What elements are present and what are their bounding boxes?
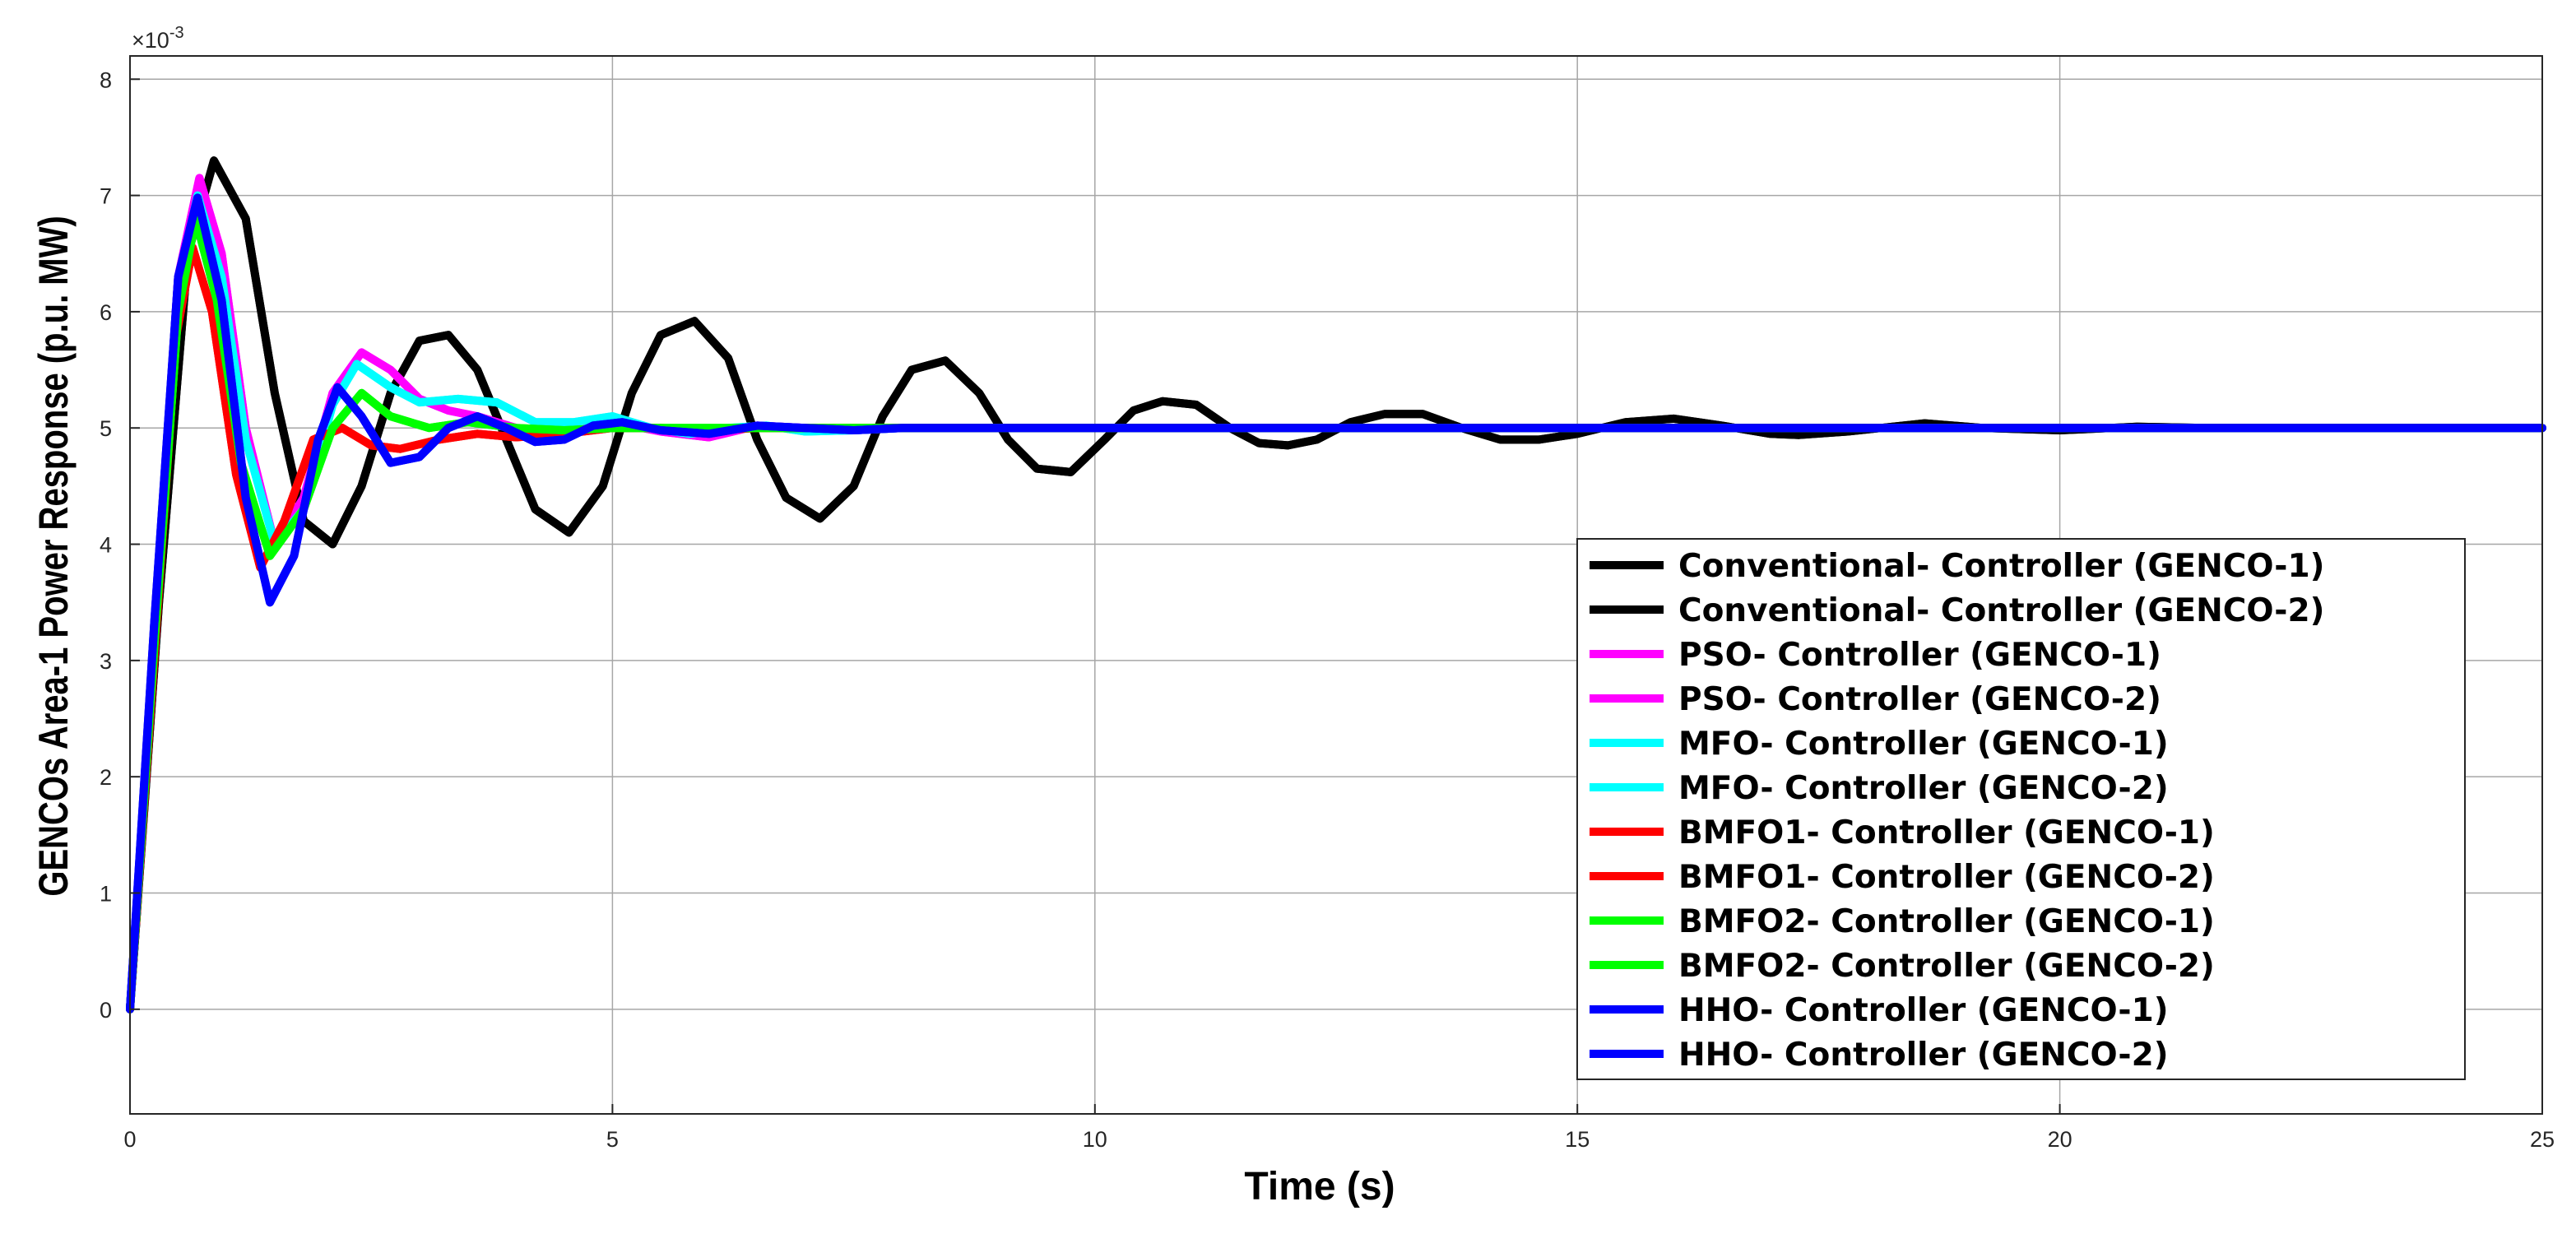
y-tick-label: 4 (100, 533, 112, 558)
legend-label: BMFO2- Controller (GENCO-2) (1678, 948, 2215, 985)
legend-label: BMFO1- Controller (GENCO-2) (1678, 859, 2215, 896)
y-tick-label: 7 (100, 184, 112, 209)
y-tick-label: 0 (100, 998, 112, 1023)
legend-entry: BMFO1- Controller (GENCO-1) (1590, 814, 2215, 851)
legend-entry: MFO- Controller (GENCO-2) (1590, 770, 2169, 807)
legend-label: BMFO2- Controller (GENCO-1) (1678, 903, 2215, 940)
legend-box (1576, 538, 2466, 1080)
series-line-1 (126, 156, 2546, 1014)
y-axis-exponent: ×10-3 (132, 24, 184, 53)
legend-entry: BMFO1- Controller (GENCO-2) (1590, 859, 2215, 896)
legend-label: MFO- Controller (GENCO-1) (1678, 726, 2169, 763)
legend-label: BMFO1- Controller (GENCO-1) (1678, 814, 2215, 851)
y-tick-label: 5 (100, 416, 112, 441)
legend-entry: HHO- Controller (GENCO-2) (1590, 1037, 2169, 1074)
y-tick-label: 1 (100, 881, 112, 906)
y-tick-label: 8 (100, 67, 112, 92)
legend-label: HHO- Controller (GENCO-2) (1678, 1037, 2169, 1074)
legend-label: Conventional- Controller (GENCO-1) (1678, 548, 2324, 585)
plot-frame (129, 55, 2543, 1115)
legend-entry: MFO- Controller (GENCO-1) (1590, 726, 2169, 763)
legend-label: Conventional- Controller (GENCO-2) (1678, 592, 2324, 629)
legend-entry: BMFO2- Controller (GENCO-2) (1590, 948, 2215, 985)
legend-entry: HHO- Controller (GENCO-1) (1590, 992, 2169, 1029)
legend-entry: Conventional- Controller (GENCO-1) (1590, 548, 2324, 585)
legend-entry: PSO- Controller (GENCO-2) (1590, 681, 2161, 718)
series-lines (126, 156, 2546, 1014)
x-tick-label: 25 (2530, 1127, 2555, 1152)
x-tick-label: 15 (1565, 1127, 1590, 1152)
x-tick-label: 20 (2048, 1127, 2072, 1152)
x-tick-label: 5 (606, 1127, 619, 1152)
legend-label: HHO- Controller (GENCO-1) (1678, 992, 2169, 1029)
x-axis-ticks: 0 5 10 15 20 25 (123, 1104, 2555, 1152)
y-axis-label: GENCOs Area-1 Power Response (p.u. MW) (30, 216, 77, 896)
legend-label: MFO- Controller (GENCO-2) (1678, 770, 2169, 807)
legend-label: PSO- Controller (GENCO-1) (1678, 637, 2161, 674)
y-tick-label: 6 (100, 300, 112, 325)
x-tick-label: 10 (1083, 1127, 1107, 1152)
x-axis-label: Time (s) (1244, 1165, 1395, 1208)
x-tick-label: 0 (123, 1127, 136, 1152)
y-tick-label: 2 (100, 765, 112, 790)
legend-entry: BMFO2- Controller (GENCO-1) (1590, 903, 2215, 940)
legend-entry: PSO- Controller (GENCO-1) (1590, 637, 2161, 674)
y-axis-ticks: 0 1 2 3 4 5 6 7 8 (100, 67, 140, 1023)
legend-entry: Conventional- Controller (GENCO-2) (1590, 592, 2324, 629)
legend-label: PSO- Controller (GENCO-2) (1678, 681, 2161, 718)
series-line-11 (126, 193, 2546, 1014)
y-tick-label: 3 (100, 649, 112, 674)
legend: Conventional- Controller (GENCO-1) Conven… (1576, 538, 2466, 1080)
